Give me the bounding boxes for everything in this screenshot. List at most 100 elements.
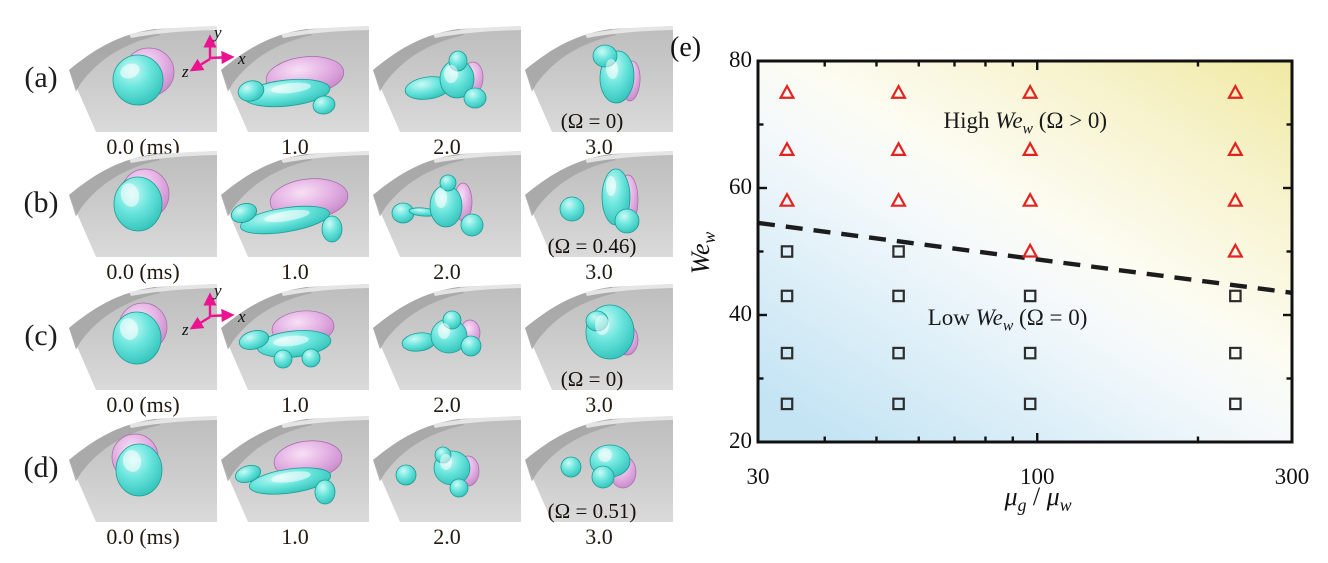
snapshot-tile-d-3 xyxy=(525,415,673,522)
x-tick-label-30: 30 xyxy=(746,464,770,489)
data-point-square xyxy=(1023,289,1037,303)
droplet-highlight xyxy=(444,65,458,83)
snapshot-tile-a-2 xyxy=(373,25,521,132)
panel-label-d: (d) xyxy=(23,451,59,484)
droplet-cyan-lobe xyxy=(449,478,469,498)
triad-y-label: y xyxy=(212,281,222,300)
high-wew-region-label: High Wew (Ω > 0) xyxy=(943,108,1108,138)
snapshot-render-a-0 xyxy=(69,26,217,132)
time-label-b-1: 1.0 xyxy=(281,259,309,284)
droplet-highlight xyxy=(271,82,311,94)
panel-label-b: (b) xyxy=(23,186,59,219)
droplet-cyan-lobe xyxy=(237,80,265,102)
time-label-b-2: 2.0 xyxy=(433,259,461,284)
data-point-square xyxy=(1229,397,1242,411)
data-point-triangle xyxy=(890,191,907,207)
omega-annotation-d: (Ω = 0.51) xyxy=(547,499,637,523)
snapshot-render-b-0 xyxy=(69,151,217,257)
droplet-cyan-lobe xyxy=(460,335,482,357)
droplet-highlight xyxy=(595,315,609,335)
time-label-c-1: 1.0 xyxy=(281,392,309,417)
omega-annotation-a: (Ω = 0) xyxy=(560,109,624,133)
droplet-cyan-lobe xyxy=(273,349,293,369)
snapshot-tile-d-0 xyxy=(69,415,217,522)
time-label-d-3: 3.0 xyxy=(585,524,613,549)
snapshot-render-b-3 xyxy=(525,151,673,257)
time-label-c-3: 3.0 xyxy=(585,392,613,417)
snapshot-render-d-1 xyxy=(221,416,369,522)
y-tick-label-60: 60 xyxy=(729,174,752,199)
droplet-cyan-lobe xyxy=(591,465,615,489)
droplet-cyan-lobe xyxy=(395,464,417,486)
snapshot-tile-d-1 xyxy=(221,415,369,522)
x-tick-label-100: 100 xyxy=(1019,464,1055,489)
y-tick-label-40: 40 xyxy=(729,301,752,326)
data-point-triangle xyxy=(1227,83,1244,99)
omega-annotation-c: (Ω = 0) xyxy=(560,367,624,391)
droplet-cyan-lobe xyxy=(439,174,457,192)
snapshot-tile-a-1 xyxy=(221,25,369,132)
panel-row-c: (c) 0.0 (ms) 1.0 2.0 (Ω = 0) 3.0 y x z xyxy=(0,281,690,417)
time-label-d-2: 2.0 xyxy=(433,524,461,549)
droplet-cyan-lobe xyxy=(460,213,484,237)
triad-y-label: y xyxy=(212,23,222,42)
panel-e-label: (e) xyxy=(670,32,702,63)
axes-triad-icon: yx z xyxy=(181,23,246,81)
regime-chart-panel: (e) 20 40 60 80 30 100 300 μg / μw Wew High Wew (… xyxy=(660,0,1328,563)
time-label-d-1: 1.0 xyxy=(281,524,309,549)
snapshot-render-c-1 xyxy=(221,284,369,390)
time-label-c-2: 2.0 xyxy=(433,392,461,417)
y-tick-label-80: 80 xyxy=(729,47,752,72)
droplet-highlight xyxy=(271,471,311,483)
snapshot-tile-c-0 xyxy=(69,283,217,390)
droplet-cyan-lobe xyxy=(231,203,257,223)
droplet-cyan-lobe xyxy=(559,196,585,222)
data-point-triangle xyxy=(1021,83,1039,99)
droplet-cyan-lobe xyxy=(614,208,640,234)
snapshot-tile-c-1 xyxy=(221,283,369,390)
droplet-highlight xyxy=(606,176,616,196)
data-point-square xyxy=(1229,346,1242,360)
snapshot-render-a-3 xyxy=(525,26,673,132)
time-label-d-0: 0.0 (ms) xyxy=(106,524,180,549)
droplet-highlight xyxy=(440,454,452,470)
droplet-highlight xyxy=(273,335,309,347)
droplet-cyan-lobe xyxy=(560,456,582,478)
triad-z-label: z xyxy=(181,62,189,81)
droplet-cyan-lobe xyxy=(112,54,164,106)
data-point-triangle xyxy=(778,191,796,207)
droplet-cyan-lobe xyxy=(234,464,262,484)
panel-label-a: (a) xyxy=(24,61,58,94)
droplet-cyan-lobe xyxy=(314,479,336,505)
panel-row-a: (a) 0.0 (ms) 1.0 2.0 (Ω = 0) 3.0 y x z xyxy=(0,23,690,159)
droplet-cyan-lobe xyxy=(301,348,321,368)
data-point-triangle xyxy=(1021,141,1039,156)
triad-x-label: x xyxy=(237,307,246,326)
droplet-cyan-lobe xyxy=(429,184,463,228)
snapshot-render-c-3 xyxy=(525,284,673,390)
droplet-highlight xyxy=(264,209,310,223)
droplet-highlight xyxy=(120,63,140,79)
data-point-triangle xyxy=(1227,191,1244,207)
time-label-c-0: 0.0 (ms) xyxy=(106,392,180,417)
snapshot-render-a-2 xyxy=(373,26,521,132)
axes-triad-icon: yx z xyxy=(181,281,246,339)
data-point-triangle xyxy=(890,83,907,99)
droplet-highlight xyxy=(435,188,447,208)
droplet-highlight xyxy=(120,183,140,207)
snapshot-tile-b-0 xyxy=(69,150,217,257)
droplet-cyan-lobe xyxy=(442,310,462,330)
snapshot-tile-b-1 xyxy=(221,150,369,257)
triad-x-label: x xyxy=(237,49,246,68)
x-tick-label-300: 300 xyxy=(1274,464,1310,489)
snapshot-render-d-2 xyxy=(373,416,521,522)
snapshot-render-c-2 xyxy=(373,284,521,390)
data-point-square xyxy=(892,289,905,303)
regime-chart-svg xyxy=(756,59,1294,444)
snapshot-tile-b-2 xyxy=(373,150,521,257)
droplet-highlight xyxy=(598,448,612,462)
droplet-highlight xyxy=(605,59,619,79)
droplet-highlight xyxy=(438,323,450,339)
data-point-triangle xyxy=(1227,141,1244,156)
data-point-square xyxy=(780,245,794,258)
